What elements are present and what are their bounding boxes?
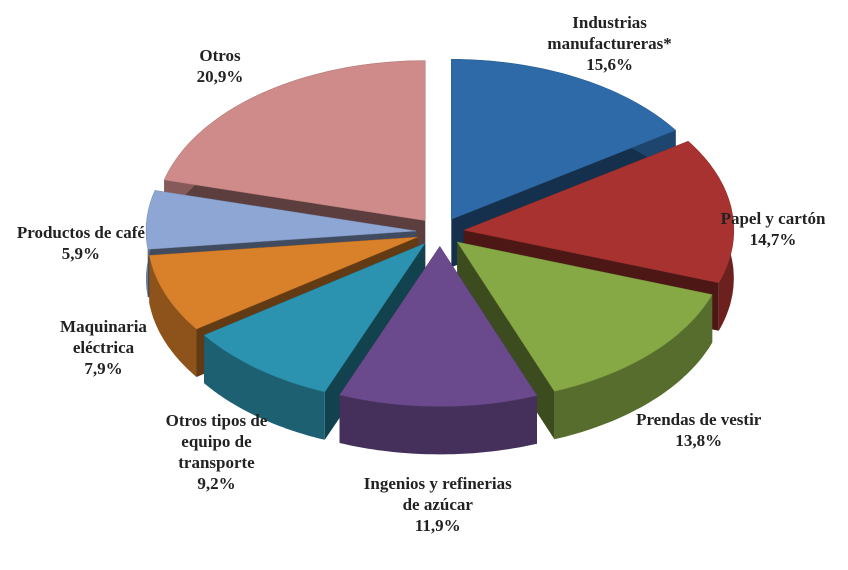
category-label: Otros tipos de equipo de transporte <box>165 411 268 473</box>
value-label: 5,9% <box>61 243 101 263</box>
slice <box>456 241 713 392</box>
category-label: Prendas de vestir <box>636 410 762 430</box>
value-label: 7,9% <box>84 358 123 378</box>
slice <box>148 236 418 330</box>
value-label: 13,8% <box>675 431 723 451</box>
slice-label: Papel y cartón 14,7% <box>698 208 848 250</box>
slice-label: Industrias manufactureras* 15,6% <box>535 12 685 75</box>
value-label: 14,7% <box>749 229 797 249</box>
value-label: 9,2% <box>197 474 236 494</box>
slice-label: Ingenios y refinerias de azúcar 11,9% <box>363 473 513 536</box>
category-label: Industrias manufactureras* <box>547 13 672 54</box>
category-label: Otros <box>199 46 241 66</box>
slice <box>203 242 426 393</box>
slice-label: Otros tipos de equipo de transporte 9,2% <box>141 410 291 494</box>
slice <box>462 140 735 284</box>
value-label: 20,9% <box>196 67 244 87</box>
slice-label: Maquinaria eléctrica 7,9% <box>28 316 178 379</box>
slice <box>145 190 417 250</box>
slice-side <box>149 255 197 377</box>
category-label: Papel y cartón <box>720 208 826 228</box>
slice <box>451 59 677 220</box>
slice-label: Prendas de vestir 13,8% <box>624 409 774 451</box>
slice-label: Productos de café 5,9% <box>6 222 156 264</box>
slice-label: Otros 20,9% <box>145 45 295 87</box>
slice-side <box>339 395 537 455</box>
category-label: Maquinaria eléctrica <box>60 316 147 357</box>
slice-side <box>204 335 325 440</box>
value-label: 15,6% <box>586 55 633 75</box>
value-label: 11,9% <box>414 516 461 536</box>
category-label: Ingenios y refinerias de azúcar <box>363 474 512 515</box>
category-label: Productos de café <box>16 222 145 242</box>
slice-side <box>554 294 713 440</box>
slice <box>339 245 538 407</box>
slice <box>163 60 426 221</box>
